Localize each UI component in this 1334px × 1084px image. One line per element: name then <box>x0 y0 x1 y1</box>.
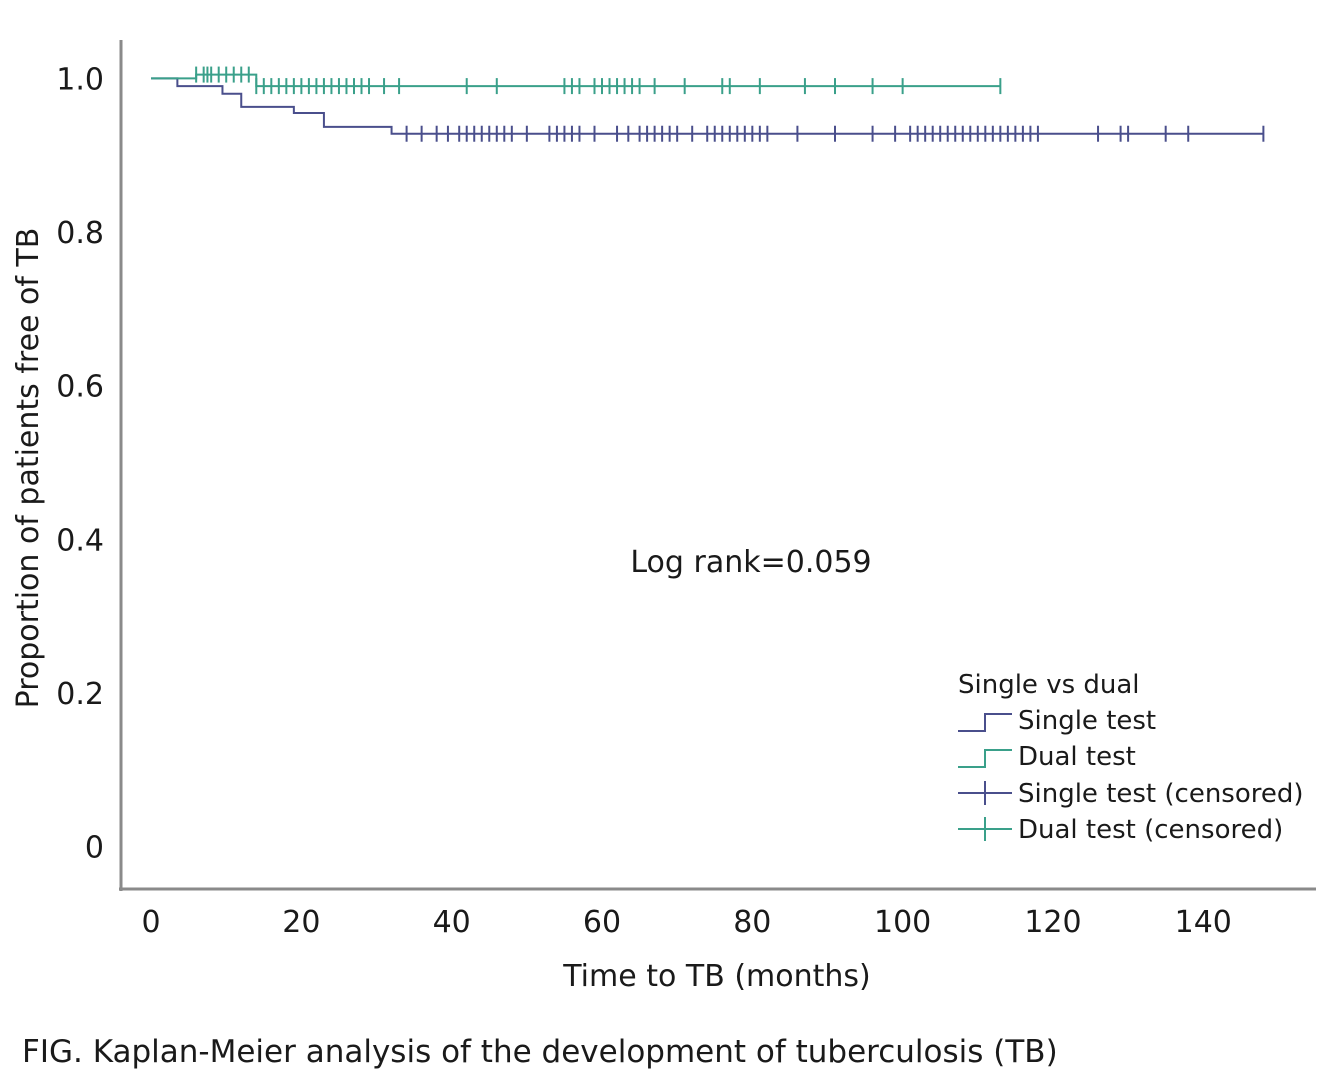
y-tick-labels: 0 0.2 0.4 0.6 0.8 1.0 <box>56 62 104 865</box>
x-tick-label: 100 <box>874 905 931 940</box>
x-tick-label: 120 <box>1024 905 1081 940</box>
log-rank-annotation: Log rank=0.059 <box>630 545 871 580</box>
legend: Single vs dual Single test Dual test Sin… <box>958 670 1304 845</box>
survival-step-line <box>151 77 1264 135</box>
legend-step-symbol-dual <box>958 749 1012 768</box>
x-tick-label: 40 <box>433 905 471 940</box>
y-tick-label: 0.6 <box>56 370 104 405</box>
legend-label-single-censored: Single test (censored) <box>1018 779 1304 809</box>
series-dual-test <box>151 66 1002 95</box>
x-tick-label: 60 <box>583 905 621 940</box>
x-tick-label: 140 <box>1175 905 1232 940</box>
kaplan-meier-chart: 0 20 40 60 80 100 120 140 0 0.2 0.4 0.6 0.8 1.0 Time… <box>11 40 1316 994</box>
survival-curves <box>151 66 1265 142</box>
legend-label-dual-censored: Dual test (censored) <box>1018 815 1283 845</box>
legend-item-dual-censored: Dual test (censored) <box>958 815 1283 845</box>
y-tick-label: 0.4 <box>56 523 104 558</box>
legend-title: Single vs dual <box>958 670 1140 700</box>
legend-label-single-test: Single test <box>1018 706 1156 736</box>
y-tick-label: 0.2 <box>56 677 104 712</box>
y-tick-label: 1.0 <box>56 62 104 97</box>
figure-caption: FIG. Kaplan-Meier analysis of the develo… <box>22 1034 1058 1070</box>
x-axis-title: Time to TB (months) <box>562 959 870 994</box>
series-single-test <box>151 77 1265 142</box>
x-tick-label: 80 <box>733 905 771 940</box>
legend-item-single-test: Single test <box>958 706 1156 736</box>
legend-label-dual-test: Dual test <box>1018 742 1136 772</box>
y-axis-title: Proportion of patients free of TB <box>11 228 46 709</box>
y-tick-label: 0 <box>85 831 104 866</box>
x-tick-label: 0 <box>142 905 161 940</box>
legend-item-single-censored: Single test (censored) <box>958 779 1304 809</box>
legend-item-dual-test: Dual test <box>958 742 1136 772</box>
x-tick-labels: 0 20 40 60 80 100 120 140 <box>142 905 1232 940</box>
y-tick-label: 0.8 <box>56 216 104 251</box>
x-tick-label: 20 <box>282 905 320 940</box>
legend-step-symbol-single <box>958 713 1012 732</box>
